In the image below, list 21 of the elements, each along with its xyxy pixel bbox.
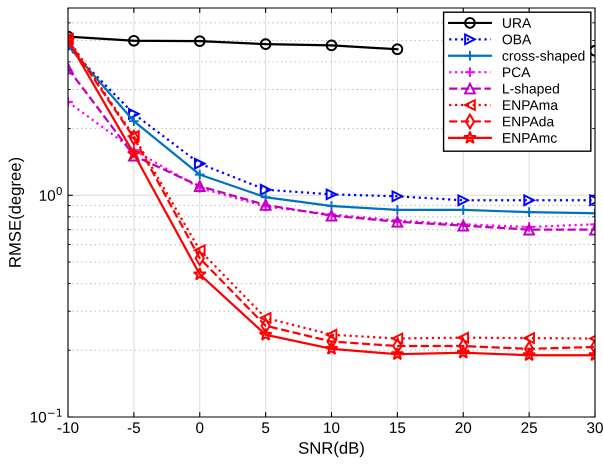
legend-label: PCA xyxy=(503,67,530,78)
legend-label: OBA xyxy=(502,34,532,44)
legend-label: cross-shaped xyxy=(502,50,584,64)
legend-label: ENPAda xyxy=(503,116,554,126)
x-tick-label: -10 xyxy=(58,422,78,434)
x-tick-label: 5 xyxy=(262,422,270,434)
y-tick-label: 10$^{0}$ xyxy=(40,186,62,201)
x-tick-label: 0 xyxy=(196,422,204,434)
legend-label: URA xyxy=(502,18,532,28)
legend-label: ENPAmc xyxy=(503,133,557,143)
x-axis-title: SNR(dB) xyxy=(298,442,364,458)
legend-label: L-shaped xyxy=(503,83,559,96)
legend-label: ENPAma xyxy=(503,100,558,110)
x-tick-label: 15 xyxy=(390,422,406,434)
x-tick-label: 30 xyxy=(587,422,603,434)
x-tick-label: 10 xyxy=(324,422,340,434)
x-tick-label: -5 xyxy=(128,422,140,434)
y-tick-label: 10$^{−1}$ xyxy=(30,408,62,423)
y-axis-title: RMSE(degree) xyxy=(8,158,24,267)
x-tick-label: 25 xyxy=(521,422,537,434)
x-tick-label: 20 xyxy=(456,422,472,434)
